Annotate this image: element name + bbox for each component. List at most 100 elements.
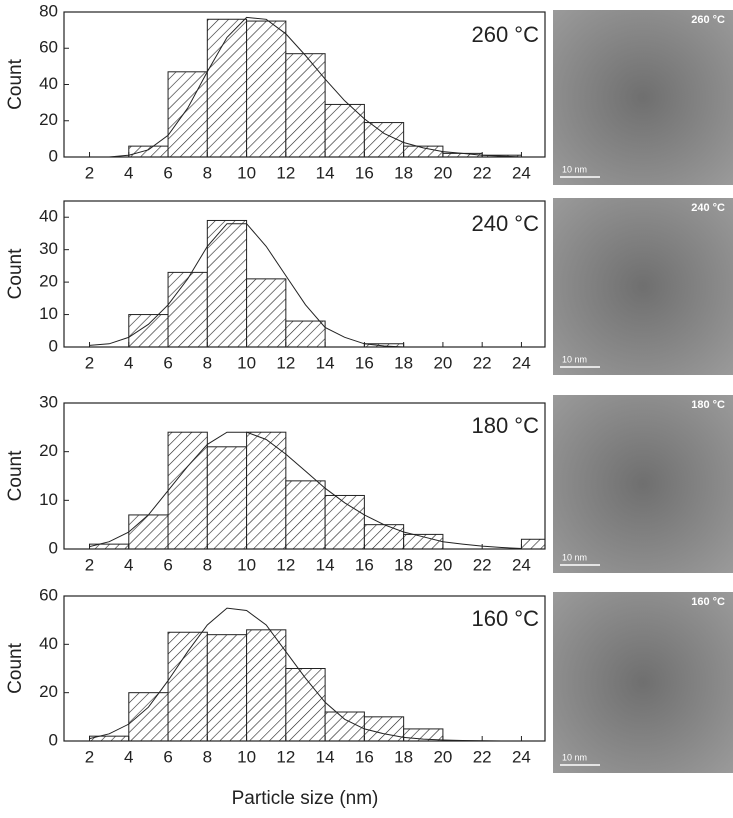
bar: [246, 278, 287, 347]
plot-frame: [63, 200, 546, 348]
x-tick-label: 14: [316, 163, 335, 182]
x-tick-label: 20: [433, 555, 452, 574]
y-axis-label: Count: [5, 450, 26, 501]
x-tick-label: 2: [85, 555, 94, 574]
x-tick-label: 10: [237, 555, 256, 574]
scale-label: 10 nm: [562, 752, 587, 762]
image-label: 180 °C: [691, 399, 725, 411]
y-tick-label: 60: [39, 38, 58, 57]
x-tick-label: 10: [237, 747, 256, 766]
x-tick-label: 20: [433, 353, 452, 372]
y-tick-label: 0: [49, 336, 58, 355]
bar: [206, 18, 248, 157]
x-tick-label: 14: [316, 353, 335, 372]
plot-area: [89, 431, 545, 549]
bar: [206, 446, 248, 549]
y-tick-label: 0: [49, 146, 58, 165]
bar: [324, 103, 365, 157]
x-tick-label: 8: [203, 353, 212, 372]
bar: [206, 634, 248, 741]
x-tick-label: 4: [124, 747, 133, 766]
x-tick-label: 20: [433, 163, 452, 182]
bar: [206, 219, 248, 347]
bar: [128, 314, 169, 347]
x-tick-label: 18: [394, 555, 413, 574]
bar: [246, 431, 287, 549]
y-tick-label: 80: [39, 1, 58, 20]
x-tick-label: 22: [473, 163, 492, 182]
y-tick-label: 40: [39, 74, 58, 93]
x-tick-label: 6: [163, 163, 172, 182]
x-tick-label: 16: [355, 353, 374, 372]
x-axis-label: Particle size (nm): [232, 788, 379, 809]
y-tick-label: 60: [39, 585, 58, 604]
fit-curve: [89, 223, 522, 347]
x-tick-label: 20: [433, 747, 452, 766]
x-tick-label: 18: [394, 163, 413, 182]
x-tick-label: 12: [276, 747, 295, 766]
x-tick-label: 8: [203, 747, 212, 766]
y-tick-label: 40: [39, 207, 58, 226]
chart-title: 160 °C: [471, 606, 539, 631]
scale-label: 10 nm: [562, 354, 587, 364]
tem-image: [553, 198, 733, 375]
y-tick-label: 30: [39, 239, 58, 258]
x-tick-label: 6: [163, 555, 172, 574]
bar: [128, 145, 169, 157]
scale-label: 10 nm: [562, 552, 587, 562]
tem-image: [553, 395, 733, 573]
tem-image: [553, 10, 733, 185]
scale-label: 10 nm: [562, 164, 587, 174]
bar: [324, 711, 365, 741]
fit-curve: [89, 607, 522, 741]
bar: [167, 431, 208, 549]
x-tick-label: 10: [237, 353, 256, 372]
plot-frame: [63, 595, 546, 742]
x-tick-label: 4: [124, 353, 133, 372]
x-tick-label: 18: [394, 747, 413, 766]
x-tick-label: 22: [473, 353, 492, 372]
chart-title: 260 °C: [471, 22, 539, 47]
y-tick-label: 10: [39, 304, 58, 323]
x-tick-label: 24: [512, 555, 531, 574]
bar: [246, 20, 287, 157]
x-tick-label: 22: [473, 747, 492, 766]
bar: [285, 480, 326, 549]
bar: [285, 320, 326, 347]
bar: [128, 692, 169, 741]
plot-frame: [63, 402, 546, 550]
y-tick-label: 20: [39, 441, 58, 460]
y-tick-label: 40: [39, 634, 58, 653]
bar: [363, 524, 405, 549]
x-tick-label: 22: [473, 555, 492, 574]
x-tick-label: 18: [394, 353, 413, 372]
y-axis-label: Count: [5, 58, 26, 109]
bar: [285, 668, 326, 741]
y-tick-label: 0: [49, 538, 58, 557]
chart-title: 180 °C: [471, 413, 539, 438]
bar: [167, 71, 208, 157]
x-tick-label: 4: [124, 163, 133, 182]
bar: [285, 53, 326, 157]
plot-area: [89, 219, 522, 347]
y-tick-label: 10: [39, 490, 58, 509]
bar: [128, 514, 169, 549]
fit-curve: [89, 16, 522, 157]
y-axis-label: Count: [5, 642, 26, 693]
bar: [246, 629, 287, 741]
x-tick-label: 6: [163, 353, 172, 372]
y-tick-label: 20: [39, 682, 58, 701]
y-tick-label: 0: [49, 730, 58, 749]
bar: [167, 271, 208, 347]
x-tick-label: 12: [276, 163, 295, 182]
x-tick-label: 2: [85, 747, 94, 766]
x-tick-label: 6: [163, 747, 172, 766]
x-tick-label: 24: [512, 163, 531, 182]
x-tick-label: 8: [203, 555, 212, 574]
image-label: 260 °C: [691, 14, 725, 26]
x-tick-label: 16: [355, 747, 374, 766]
fit-curve: [89, 431, 522, 549]
x-tick-label: 2: [85, 353, 94, 372]
x-tick-label: 16: [355, 555, 374, 574]
